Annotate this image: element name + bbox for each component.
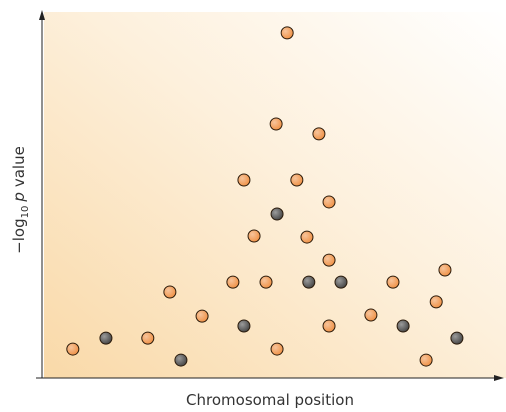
- point-shine: [196, 310, 208, 322]
- point-shine: [281, 27, 293, 39]
- point-shine: [227, 276, 239, 288]
- point-shine: [303, 276, 315, 288]
- point-shine: [260, 276, 272, 288]
- y-axis-label: −log10 p value: [10, 146, 31, 254]
- point-shine: [248, 230, 260, 242]
- point-shine: [291, 174, 303, 186]
- point-shine: [451, 332, 463, 344]
- point-shine: [271, 208, 283, 220]
- point-shine: [238, 320, 250, 332]
- point-shine: [313, 128, 325, 140]
- point-shine: [323, 320, 335, 332]
- y-label-part: value: [10, 146, 28, 187]
- y-axis-arrow: [39, 10, 45, 20]
- point-shine: [430, 296, 442, 308]
- x-axis-label: Chromosomal position: [186, 391, 354, 409]
- x-axis-arrow: [494, 375, 504, 381]
- point-shine: [365, 309, 377, 321]
- point-shine: [100, 332, 112, 344]
- point-shine: [301, 231, 313, 243]
- point-shine: [142, 332, 154, 344]
- point-shine: [387, 276, 399, 288]
- y-label-variable: p: [10, 192, 28, 203]
- point-shine: [67, 343, 79, 355]
- point-shine: [271, 343, 283, 355]
- point-shine: [439, 264, 451, 276]
- point-shine: [270, 118, 282, 130]
- point-shine: [238, 174, 250, 186]
- y-label-subscript: 10: [20, 206, 31, 219]
- plot-background: [44, 12, 506, 378]
- point-shine: [175, 354, 187, 366]
- point-shine: [420, 354, 432, 366]
- y-label-part: −log: [10, 218, 28, 253]
- point-shine: [164, 286, 176, 298]
- point-shine: [397, 320, 409, 332]
- point-shine: [323, 254, 335, 266]
- point-shine: [323, 196, 335, 208]
- point-shine: [335, 276, 347, 288]
